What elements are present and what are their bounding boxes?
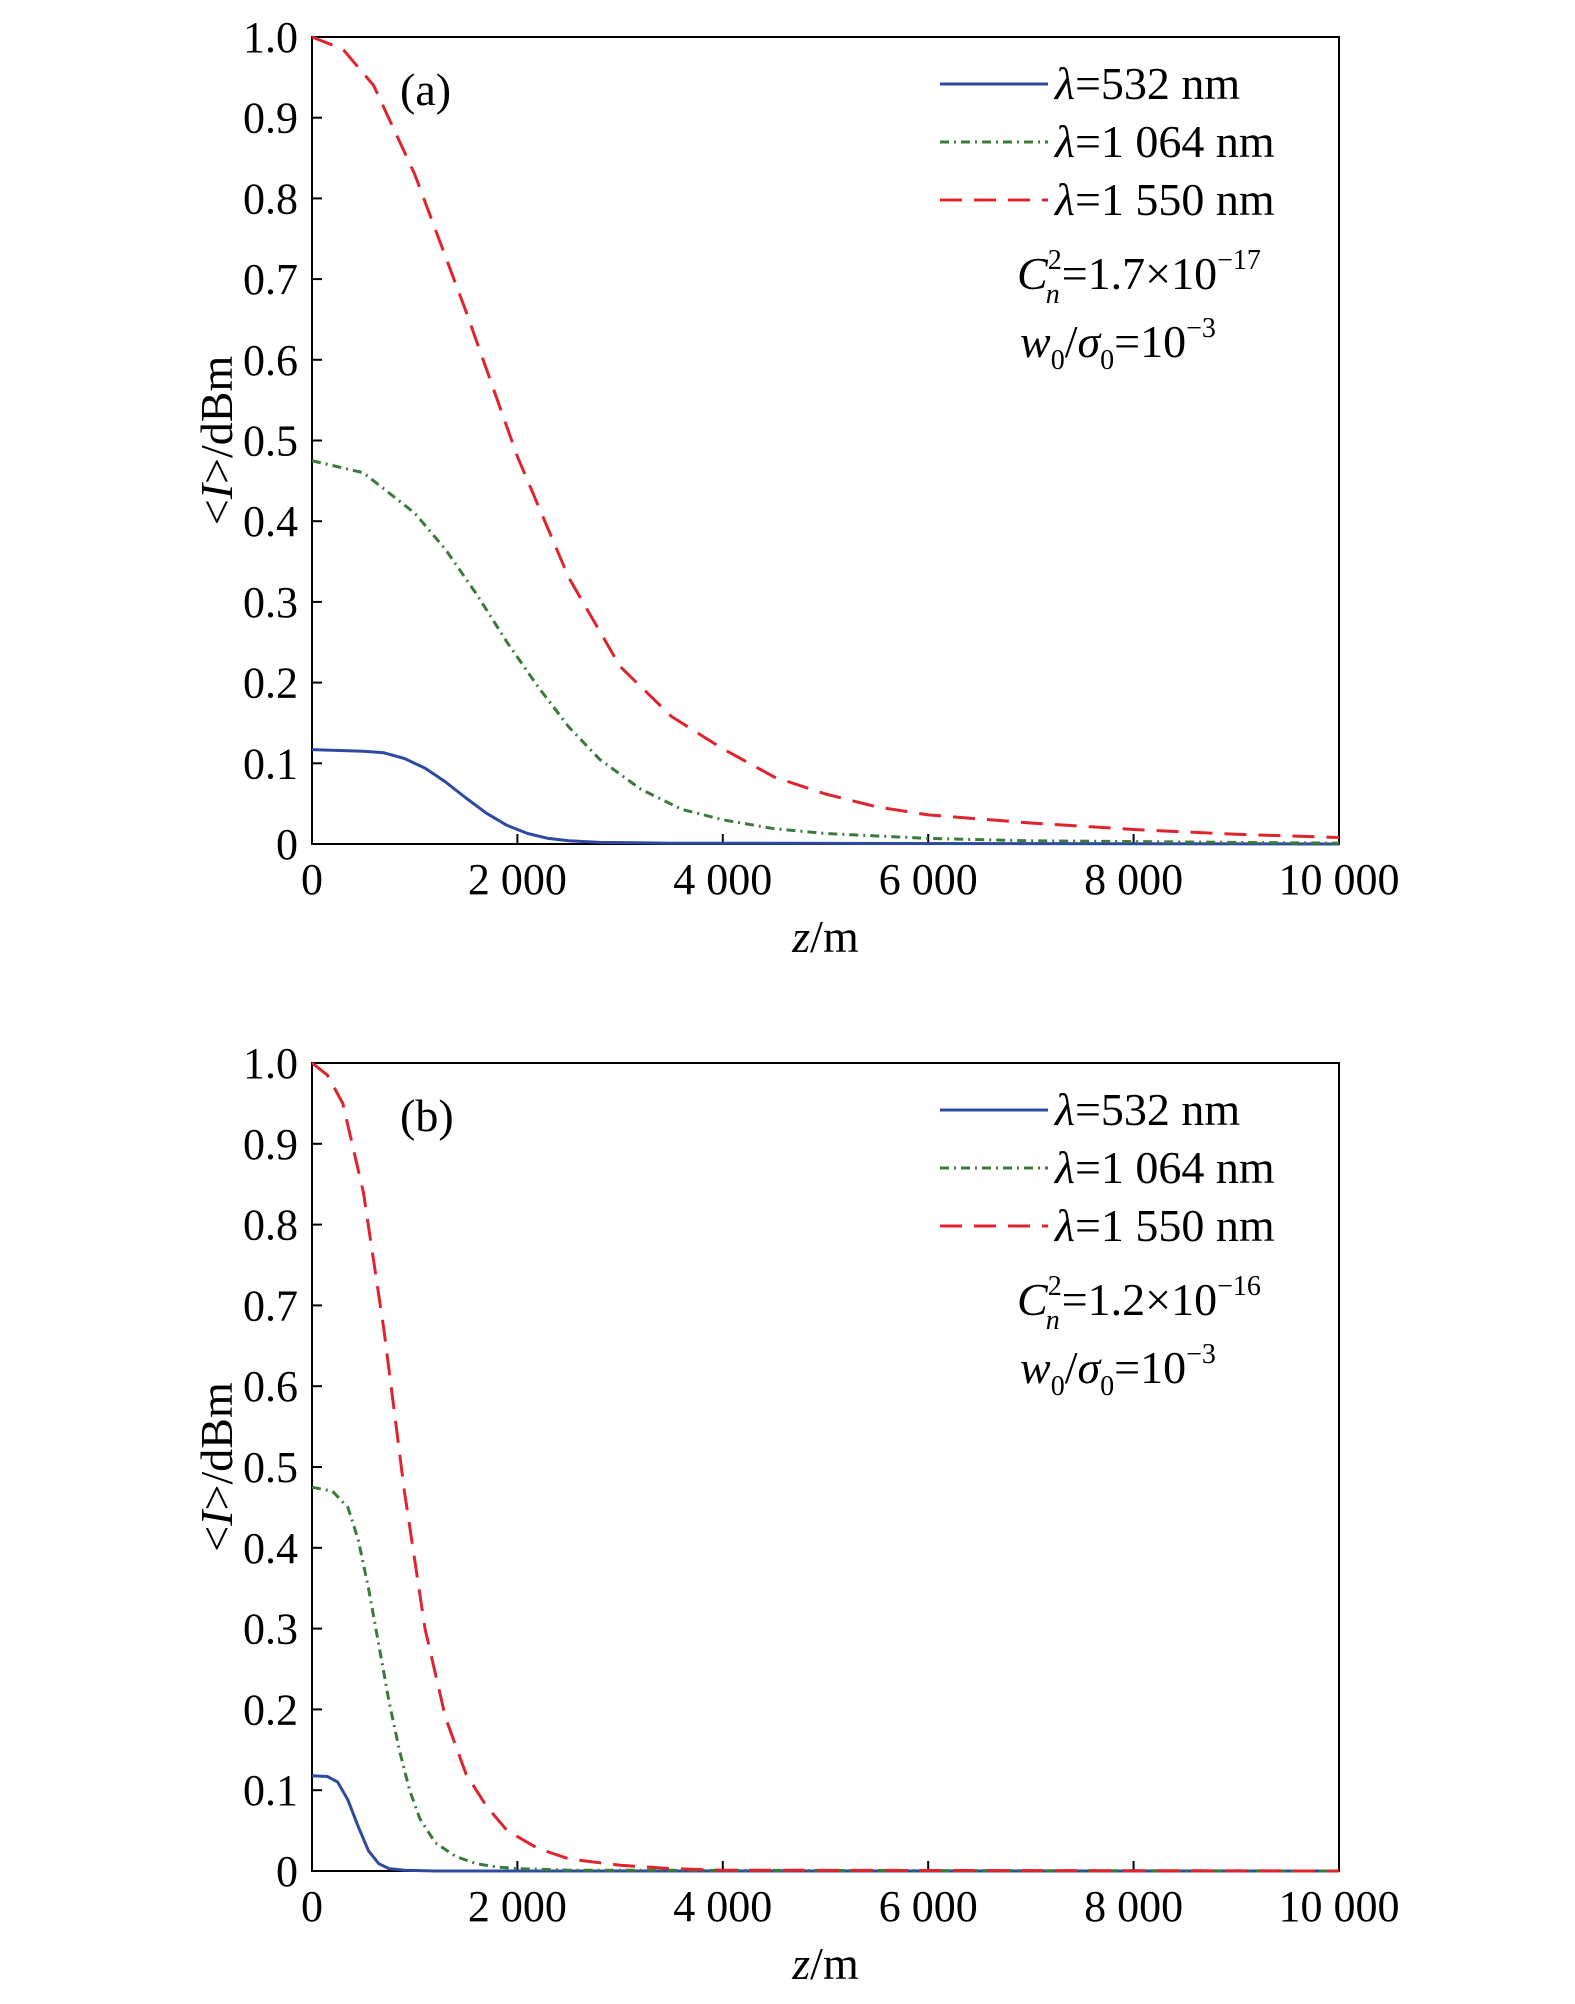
y-tick-label: 0.8 <box>243 1201 298 1250</box>
y-tick-label: 0.7 <box>243 1281 298 1330</box>
y-tick-label: 0.6 <box>243 336 298 385</box>
y-tick-label: 0.4 <box>243 497 298 546</box>
series-line-0 <box>311 1774 1339 1873</box>
legend-label-0: λ=532 nm <box>1053 58 1240 109</box>
legend-label-0: λ=532 nm <box>1053 1084 1240 1135</box>
y-tick-label: 0.5 <box>243 1443 298 1492</box>
x-axis-title: z/m <box>791 911 859 962</box>
y-axis-title: <I>/dBm <box>191 356 242 526</box>
y-tick-label: 0 <box>276 1847 298 1896</box>
chart-panel-a: 0 2 000 4 000 6 000 8 000 10 000 0 0.1 0.2 0.3 0.4… <box>191 13 1400 962</box>
chart-panel-b: 0 2 000 4 000 6 000 8 000 10 000 0 0.1 0.2 0.3 0.4… <box>191 1039 1400 1989</box>
y-tick-label: 0.9 <box>243 94 298 143</box>
panel-label: (a) <box>400 64 451 115</box>
y-tick-label: 0.7 <box>243 255 298 304</box>
annotation-cn2: C2 n=1.7×10−17 <box>1017 245 1261 310</box>
series-line-1 <box>311 459 1340 845</box>
series-line-1 <box>311 1485 1340 1873</box>
x-tick-label: 6 000 <box>879 1882 978 1931</box>
legend-label-1: λ=1 064 nm <box>1053 1142 1275 1193</box>
series-line-0 <box>311 748 1340 846</box>
y-tick-label: 0.3 <box>243 1605 298 1654</box>
x-tick-label: 0 <box>301 1882 323 1931</box>
y-tick-label: 1.0 <box>243 13 298 62</box>
x-tick-label: 8 000 <box>1084 855 1183 904</box>
y-tick-label: 0.2 <box>243 1685 298 1734</box>
annotation-ratio: w0/σ0=10−3 <box>1020 313 1216 376</box>
y-tick-label: 0.2 <box>243 659 298 708</box>
y-tick-label: 0.1 <box>243 739 298 788</box>
legend-label-2: λ=1 550 nm <box>1053 174 1275 225</box>
x-tick-label: 0 <box>301 855 323 904</box>
x-tick-label: 4 000 <box>673 1882 772 1931</box>
annotation-cn2: C2 n=1.2×10−16 <box>1017 1271 1261 1336</box>
x-tick-label: 2 000 <box>468 855 567 904</box>
y-tick-label: 0.1 <box>243 1766 298 1815</box>
x-tick-label: 6 000 <box>879 855 978 904</box>
y-tick-label: 0.5 <box>243 417 298 466</box>
y-axis-title: <I>/dBm <box>191 1382 242 1552</box>
annotation-ratio: w0/σ0=10−3 <box>1020 1339 1216 1402</box>
legend-label-2: λ=1 550 nm <box>1053 1200 1275 1251</box>
y-tick-label: 0.4 <box>243 1524 298 1573</box>
x-tick-label: 8 000 <box>1084 1882 1183 1931</box>
x-tick-label: 10 000 <box>1279 855 1400 904</box>
legend-label-1: λ=1 064 nm <box>1053 116 1275 167</box>
y-tick-label: 0.3 <box>243 578 298 627</box>
x-tick-label: 2 000 <box>468 1882 567 1931</box>
y-tick-label: 0 <box>276 820 298 869</box>
x-axis-title: z/m <box>791 1938 859 1989</box>
panel-label: (b) <box>400 1090 454 1141</box>
series-line-2 <box>311 1061 1340 1873</box>
y-tick-label: 0.6 <box>243 1362 298 1411</box>
x-tick-label: 4 000 <box>673 855 772 904</box>
x-tick-label: 10 000 <box>1279 1882 1400 1931</box>
y-tick-label: 0.9 <box>243 1120 298 1169</box>
y-tick-label: 0.8 <box>243 174 298 223</box>
y-tick-label: 1.0 <box>243 1039 298 1088</box>
